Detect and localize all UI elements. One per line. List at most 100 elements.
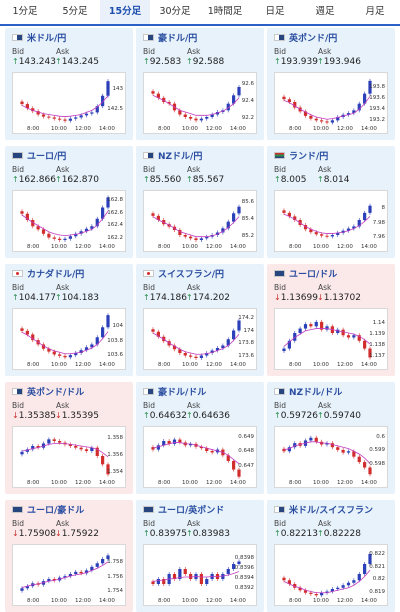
y-tick-label: 1.754 (107, 587, 123, 594)
x-tick-label: 14:00 (99, 598, 115, 604)
candle-body (226, 339, 230, 346)
tab-3[interactable]: 15分足 (100, 0, 150, 26)
pair-name[interactable]: ユーロ/英ポンド (158, 506, 225, 516)
x-tick-label: 10:00 (182, 598, 198, 604)
y-tick-label: 0.6 (376, 433, 385, 440)
candle-body (368, 348, 372, 358)
candle-body (79, 115, 83, 118)
rate-card[interactable]: 英ポンド/ドル Bid Ask ↓1.35385 ↓1.35395 1.358 1.356 1… (5, 382, 133, 494)
rate-card[interactable]: 米ドル/スイスフラン Bid Ask ↑0.82213 ↑0.82228 0.822 0.8… (267, 500, 395, 612)
moving-average-line (283, 96, 371, 120)
ask-price: ↑174.202 (186, 293, 230, 303)
price-chart[interactable]: 162.8 162.6 162.4 162.2 8:00 10:00 12:00 14:00 (12, 190, 126, 252)
candle-body (320, 592, 324, 596)
arrow-down-icon: ↓ (274, 293, 281, 302)
rate-card[interactable]: ユーロ/英ポンド Bid Ask ↑0.83975 ↑0.83983 0.8398 0.83… (136, 500, 264, 612)
arrow-up-icon: ↑ (317, 57, 324, 66)
price-chart[interactable]: 143 142.5 8:00 10:00 12:00 14:00 (12, 72, 126, 134)
price-chart[interactable]: 0.822 0.821 0.82 0.819 8:00 10:00 12:00 14:00 (274, 544, 388, 606)
bid-label: Bid (274, 401, 286, 410)
candle-body (194, 118, 198, 121)
tab-5[interactable]: 1時間足 (207, 6, 243, 17)
rate-card[interactable]: スイスフラン/円 Bid Ask ↑174.186 ↑174.202 174.2 174 17… (136, 264, 264, 376)
pair-name[interactable]: ランド/円 (289, 152, 329, 162)
candle-body (101, 559, 105, 564)
x-tick-label: 8:00 (158, 244, 171, 250)
rate-card[interactable]: 米ドル/円 Bid Ask ↑143.243 ↑143.245 143 142.5 8:00 1… (5, 28, 133, 140)
pair-name[interactable]: 英ポンド/円 (289, 34, 338, 44)
pair-name[interactable]: 米ドル/円 (27, 34, 67, 44)
tab-6[interactable]: 日足 (265, 6, 285, 17)
ask-price: ↑8.014 (317, 175, 349, 185)
rate-card[interactable]: カナダドル/円 Bid Ask ↑104.177 ↑104.183 104 103.8 103… (5, 264, 133, 376)
pair-name[interactable]: 英ポンド/ドル (27, 388, 85, 398)
tab-4[interactable]: 30分足 (159, 6, 191, 17)
bid-value: 8.005 (280, 175, 307, 185)
candle-body (210, 350, 214, 353)
price-chart[interactable]: 0.649 0.648 0.647 8:00 10:00 12:00 14:00 (143, 426, 257, 488)
price-chart[interactable]: 8 7.98 7.96 8:00 10:00 12:00 14:00 (274, 190, 388, 252)
bid-value: 174.186 (149, 293, 187, 303)
candle-body (205, 579, 209, 584)
pair-name[interactable]: 豪ドル/ドル (158, 388, 207, 398)
rate-card[interactable]: ユーロ/ドル Bid Ask ↓1.13699 ↓1.13702 1.14 1.139 1.1… (267, 264, 395, 376)
x-tick-label: 14:00 (361, 126, 377, 132)
moving-average-line (21, 95, 109, 117)
pair-name[interactable]: ユーロ/豪ドル (27, 506, 85, 516)
price-chart[interactable]: 0.6 0.599 0.598 8:00 10:00 12:00 14:00 (274, 426, 388, 488)
price-chart[interactable]: 0.8398 0.8396 0.8394 0.8392 8:00 10:00 12:00 14… (143, 544, 257, 606)
candle-body (52, 351, 56, 355)
candle-body (106, 315, 110, 328)
price-chart[interactable]: 193.8 193.6 193.4 193.2 8:00 10:00 12:00 14:00 (274, 72, 388, 134)
x-tick-label: 8:00 (289, 244, 302, 250)
price-chart[interactable]: 174.2 174 173.8 173.6 8:00 10:00 12:00 14:00 (143, 308, 257, 370)
pair-name[interactable]: 豪ドル/円 (158, 34, 198, 44)
rate-card[interactable]: ユーロ/円 Bid Ask ↑162.866 ↑162.870 162.8 162.6 162… (5, 146, 133, 258)
rate-card[interactable]: ユーロ/豪ドル Bid Ask ↓1.75908 ↓1.75922 1.758 1.756 1… (5, 500, 133, 612)
price-chart[interactable]: 85.6 85.4 85.2 8:00 10:00 12:00 14:00 (143, 190, 257, 252)
x-tick-label: 8:00 (27, 126, 40, 132)
pair-name[interactable]: NZドル/ドル (289, 388, 343, 398)
rate-card[interactable]: 英ポンド/円 Bid Ask ↑193.939 ↑193.946 193.8 193.6 19… (267, 28, 395, 140)
tab-7[interactable]: 週足 (315, 6, 335, 17)
candle-body (368, 554, 372, 564)
price-chart[interactable]: 104 103.8 103.6 8:00 10:00 12:00 14:00 (12, 308, 126, 370)
arrow-up-icon: ↑ (55, 57, 62, 66)
pair-name[interactable]: ユーロ/ドル (289, 270, 338, 280)
ask-price: ↑162.870 (55, 175, 99, 185)
price-chart[interactable]: 1.14 1.139 1.138 1.137 8:00 10:00 12:00 14:00 (274, 308, 388, 370)
x-tick-label: 8:00 (289, 598, 302, 604)
tab-8[interactable]: 月足 (365, 6, 385, 17)
rate-card[interactable]: NZドル/ドル Bid Ask ↑0.59726 ↑0.59740 0.6 0.599 0.5… (267, 382, 395, 494)
rate-card[interactable]: 豪ドル/ドル Bid Ask ↑0.64632 ↑0.64636 0.649 0.648 0.… (136, 382, 264, 494)
y-tick-label: 1.138 (369, 342, 385, 349)
bid-value: 1.75908 (18, 529, 56, 539)
pair-name[interactable]: ユーロ/円 (27, 152, 67, 162)
gb-flag-icon (274, 34, 285, 41)
rate-card[interactable]: 豪ドル/円 Bid Ask ↑92.583 ↑92.588 92.6 92.4 92.2 8:0… (136, 28, 264, 140)
price-chart[interactable]: 1.358 1.356 1.354 8:00 10:00 12:00 14:00 (12, 426, 126, 488)
candle-body (52, 237, 56, 239)
x-tick-label: 8:00 (289, 362, 302, 368)
rate-card[interactable]: NZドル/円 Bid Ask ↑85.560 ↑85.567 85.6 85.4 85.2 8:… (136, 146, 264, 258)
candle-body (47, 233, 51, 238)
price-chart[interactable]: 92.6 92.4 92.2 8:00 10:00 12:00 14:00 (143, 72, 257, 134)
pair-name[interactable]: スイスフラン/円 (158, 270, 225, 280)
candle-body (352, 335, 356, 338)
tab-2[interactable]: 5分足 (62, 6, 88, 17)
ask-value: 0.59740 (323, 411, 361, 421)
tab-1[interactable]: 1分足 (12, 6, 38, 17)
x-tick-label: 12:00 (206, 126, 222, 132)
x-tick-label: 10:00 (313, 362, 329, 368)
price-chart[interactable]: 1.758 1.756 1.754 8:00 10:00 12:00 14:00 (12, 544, 126, 606)
pair-name[interactable]: カナダドル/円 (27, 270, 85, 280)
y-tick-label: 0.819 (369, 588, 385, 595)
rate-card[interactable]: ランド/円 Bid Ask ↑8.005 ↑8.014 8 7.98 7.96 8:00 10:0… (267, 146, 395, 258)
ask-value: 0.83983 (192, 529, 230, 539)
pair-name[interactable]: NZドル/円 (158, 152, 203, 162)
candle-body (293, 216, 297, 220)
bid-label: Bid (12, 519, 24, 528)
pair-name[interactable]: 米ドル/スイスフラン (289, 506, 374, 516)
candle-body (36, 111, 40, 115)
bid-price: ↑0.83975 (143, 529, 187, 539)
